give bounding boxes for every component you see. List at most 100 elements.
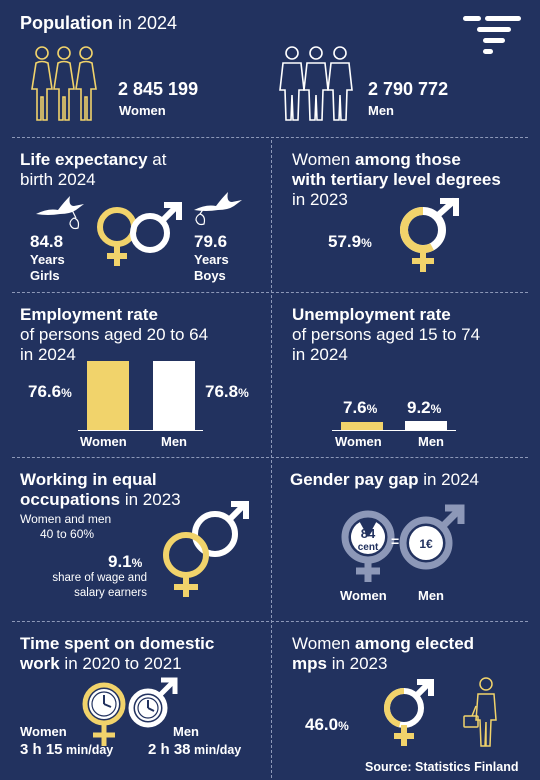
elected-title-rest: in 2023 — [326, 654, 388, 673]
equal-occupations-desc1: share of wage and — [52, 572, 147, 584]
stork-icon — [36, 196, 84, 230]
employment-baseline — [78, 430, 203, 431]
men-population-value: 2 790 772 — [368, 79, 449, 99]
equal-occupations-title-rest: in 2023 — [120, 490, 181, 509]
women-group-icon — [31, 46, 97, 121]
tertiary-title-bold1: among those — [355, 150, 461, 169]
equal-occupations-sub: Women and men 40 to 60% — [20, 512, 111, 542]
employment-women-number: 76.6 — [28, 382, 62, 401]
boys-label: Boys — [194, 268, 226, 283]
domestic-men-unit: min/day — [190, 743, 242, 757]
tertiary-number: 57.9 — [328, 232, 362, 251]
employment-men-label: Men — [161, 434, 187, 449]
unemployment-men-bar — [405, 420, 447, 430]
unemployment-men-number: 9.2 — [407, 398, 431, 417]
domestic-women-unit: min/day — [62, 743, 114, 757]
pay-gap-title: Gender pay gap in 2024 — [290, 470, 479, 490]
employment-title-line3: in 2024 — [20, 345, 76, 364]
girls-label: Girls — [30, 268, 60, 283]
divider — [12, 457, 528, 458]
employment-women-label: Women — [80, 434, 127, 449]
domestic-men-value: 2 h 38 min/day — [148, 741, 241, 759]
elected-unit: % — [338, 719, 349, 733]
women-population-label: Women — [119, 103, 166, 118]
divider — [271, 140, 272, 778]
equal-occupations-value: 9.1% — [108, 552, 142, 572]
pay-gap-equals: = — [391, 533, 400, 549]
pay-gap-symbols-icon — [341, 504, 465, 582]
female-male-overlap-icon — [163, 501, 249, 597]
domestic-men-label: Men — [173, 724, 199, 739]
unemployment-women-number: 7.6 — [343, 398, 367, 417]
equal-occupations-desc: share of wage and salary earners — [34, 571, 147, 601]
pay-gap-women-amount: 84 cent — [352, 526, 384, 554]
domestic-title-bold2: work — [20, 654, 60, 673]
employment-women-unit: % — [61, 386, 72, 400]
statistics-finland-logo-icon — [463, 16, 521, 54]
stork-icon — [194, 192, 242, 226]
equal-occupations-unit: % — [131, 556, 143, 570]
women-population-value: 2 845 199 — [118, 79, 199, 99]
unemployment-title-line2: of persons aged 15 to 74 — [292, 325, 481, 344]
unemployment-title-bold: Unemployment rate — [292, 305, 451, 324]
elected-value: 46.0% — [305, 715, 349, 735]
tertiary-value: 57.9% — [328, 232, 372, 252]
person-with-briefcase-icon — [463, 677, 497, 747]
unemployment-women-label: Women — [335, 434, 382, 449]
employment-men-number: 76.8 — [205, 382, 239, 401]
girls-life-value: 84.8 — [30, 232, 64, 251]
unemployment-women-unit: % — [366, 402, 378, 416]
employment-men-bar — [153, 360, 195, 430]
tertiary-title: Women among those with tertiary level de… — [292, 150, 501, 210]
girls-years-unit: Years — [30, 252, 65, 267]
pay-gap-women-unit: cent — [357, 542, 379, 553]
divider — [12, 621, 528, 622]
life-expectancy-title-line2: birth 2024 — [20, 170, 96, 189]
domestic-title-bold1: Time spent on domestic — [20, 634, 215, 653]
population-title: Population in 2024 — [20, 13, 177, 33]
population-title-rest: in 2024 — [113, 13, 178, 33]
life-expectancy-title-rest: at — [147, 150, 167, 169]
elected-number: 46.0 — [305, 715, 339, 734]
equal-occupations-title-bold2: occupations — [20, 490, 121, 509]
elected-share-symbol-icon — [383, 679, 434, 746]
domestic-women-time: 3 h 15 — [20, 741, 63, 758]
clock-gender-symbols-icon — [82, 677, 178, 746]
employment-title-line2: of persons aged 20 to 64 — [20, 325, 209, 344]
unemployment-title-line3: in 2024 — [292, 345, 348, 364]
elected-title-bold1: among elected — [355, 634, 475, 653]
unemployment-women-bar — [341, 422, 383, 430]
equal-occupations-title: Working in equal occupations in 2023 — [20, 470, 181, 510]
equal-occupations-sub1: Women and men — [20, 512, 112, 526]
domestic-title: Time spent on domestic work in 2020 to 2… — [20, 634, 214, 674]
pay-gap-women-label: Women — [340, 588, 387, 603]
employment-men-value: 76.8% — [205, 382, 249, 402]
equal-occupations-number: 9.1 — [108, 552, 132, 571]
equal-occupations-desc2: salary earners — [74, 587, 147, 599]
unemployment-baseline — [332, 430, 456, 431]
equal-occupations-sub2: 40 to 60% — [40, 527, 95, 541]
pay-gap-women-number: 84 — [360, 526, 376, 541]
unemployment-men-label: Men — [418, 434, 444, 449]
tertiary-unit: % — [361, 236, 372, 250]
employment-men-unit: % — [238, 386, 249, 400]
boys-years-unit: Years — [194, 252, 229, 267]
life-expectancy-title-bold: Life expectancy — [20, 150, 148, 169]
domestic-women-value: 3 h 15 min/day — [20, 741, 113, 759]
divider — [12, 292, 528, 293]
men-group-icon — [279, 46, 353, 121]
population-title-bold: Population — [20, 13, 113, 33]
domestic-women-label: Women — [20, 724, 67, 739]
employment-title: Employment rate of persons aged 20 to 64… — [20, 305, 208, 365]
pay-gap-title-rest: in 2024 — [418, 470, 479, 489]
divider — [12, 137, 528, 138]
boys-life-value: 79.6 — [194, 232, 228, 251]
tertiary-title-line3: in 2023 — [292, 190, 348, 209]
unemployment-men-value: 9.2% — [407, 398, 441, 418]
female-male-symbols-icon — [97, 202, 182, 266]
domestic-men-time: 2 h 38 — [148, 741, 191, 758]
unemployment-title: Unemployment rate of persons aged 15 to … — [292, 305, 480, 365]
tertiary-share-symbol-icon — [400, 197, 459, 272]
elected-title: Women among elected mps in 2023 — [292, 634, 474, 674]
source-note: Source: Statistics Finland — [365, 760, 519, 774]
